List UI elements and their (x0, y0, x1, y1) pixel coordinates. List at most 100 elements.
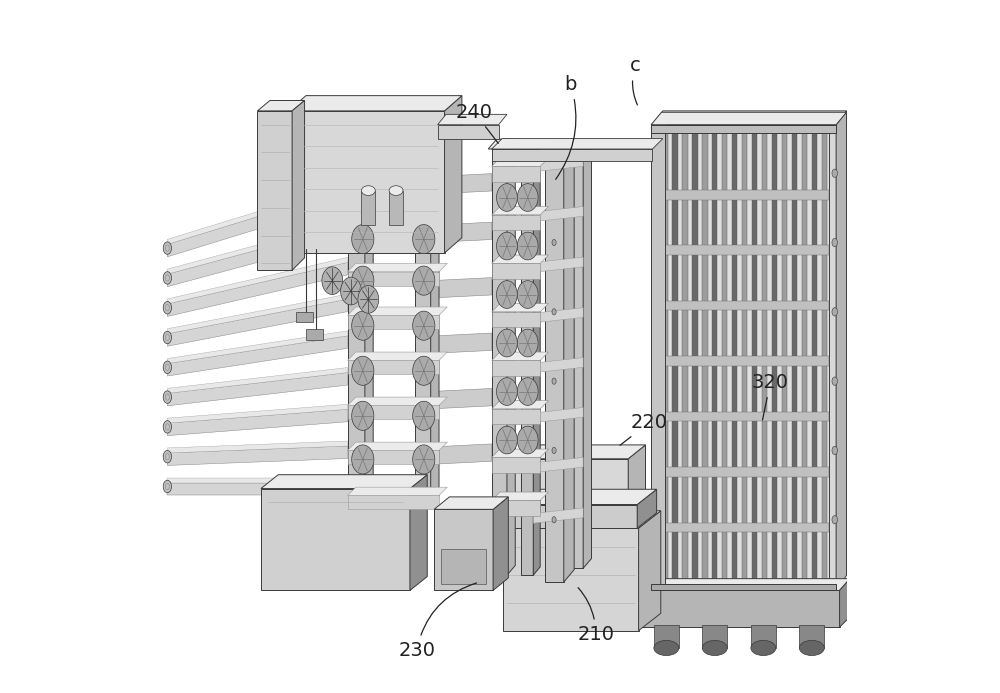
Polygon shape (348, 229, 439, 243)
Polygon shape (751, 625, 776, 648)
Polygon shape (167, 299, 348, 346)
Polygon shape (167, 367, 348, 394)
Polygon shape (431, 278, 492, 298)
Polygon shape (492, 449, 549, 457)
Polygon shape (167, 483, 348, 495)
Ellipse shape (163, 272, 172, 284)
Polygon shape (799, 625, 824, 648)
Polygon shape (836, 111, 846, 593)
Polygon shape (533, 257, 583, 272)
Polygon shape (410, 475, 427, 590)
Polygon shape (492, 409, 540, 424)
Polygon shape (492, 139, 663, 149)
Polygon shape (441, 549, 486, 584)
Ellipse shape (358, 286, 379, 313)
Polygon shape (438, 114, 507, 125)
Ellipse shape (163, 391, 172, 403)
Polygon shape (361, 191, 375, 225)
Polygon shape (659, 523, 829, 532)
Ellipse shape (322, 267, 343, 295)
Ellipse shape (497, 378, 517, 405)
Polygon shape (812, 133, 817, 584)
Ellipse shape (552, 378, 556, 384)
Polygon shape (261, 475, 427, 489)
Ellipse shape (832, 169, 837, 177)
Polygon shape (348, 450, 439, 464)
Polygon shape (507, 505, 637, 528)
Polygon shape (348, 442, 447, 450)
Polygon shape (651, 128, 665, 590)
Polygon shape (742, 133, 747, 584)
Polygon shape (445, 96, 462, 253)
Polygon shape (438, 125, 499, 139)
Polygon shape (533, 457, 583, 473)
Polygon shape (639, 511, 661, 631)
Polygon shape (348, 220, 447, 229)
Ellipse shape (352, 401, 374, 430)
Polygon shape (167, 184, 348, 245)
Ellipse shape (517, 281, 538, 308)
Ellipse shape (497, 329, 517, 357)
Ellipse shape (552, 240, 556, 246)
Polygon shape (492, 360, 540, 376)
Polygon shape (167, 226, 348, 287)
Polygon shape (628, 445, 646, 507)
Polygon shape (545, 163, 564, 582)
Polygon shape (712, 133, 717, 584)
Text: c: c (630, 56, 641, 105)
Polygon shape (659, 245, 829, 255)
Polygon shape (682, 133, 688, 584)
Polygon shape (348, 352, 447, 360)
Ellipse shape (517, 329, 538, 357)
Polygon shape (514, 459, 628, 507)
Polygon shape (348, 495, 439, 509)
Polygon shape (752, 133, 757, 584)
Polygon shape (492, 457, 540, 473)
Polygon shape (261, 489, 410, 590)
Polygon shape (257, 111, 292, 270)
Polygon shape (348, 315, 439, 329)
Polygon shape (289, 96, 462, 111)
Polygon shape (672, 133, 678, 584)
Polygon shape (569, 150, 591, 159)
Polygon shape (348, 307, 447, 315)
Ellipse shape (163, 301, 172, 314)
Polygon shape (415, 177, 431, 506)
Polygon shape (545, 150, 574, 163)
Polygon shape (492, 312, 540, 327)
Polygon shape (533, 407, 583, 423)
Polygon shape (651, 584, 836, 590)
Polygon shape (492, 139, 515, 149)
Polygon shape (722, 133, 727, 584)
Ellipse shape (163, 242, 172, 254)
Polygon shape (492, 304, 549, 312)
Polygon shape (762, 133, 767, 584)
Text: 220: 220 (620, 413, 667, 446)
Polygon shape (782, 133, 787, 584)
Polygon shape (492, 149, 652, 161)
Polygon shape (292, 100, 305, 270)
Ellipse shape (517, 426, 538, 454)
Ellipse shape (163, 480, 172, 493)
Ellipse shape (517, 378, 538, 405)
Polygon shape (564, 150, 574, 582)
Ellipse shape (413, 266, 435, 295)
Polygon shape (533, 207, 583, 222)
Ellipse shape (361, 186, 375, 195)
Polygon shape (692, 133, 698, 584)
Polygon shape (659, 190, 829, 200)
Polygon shape (521, 149, 533, 575)
Polygon shape (348, 487, 447, 495)
Ellipse shape (413, 401, 435, 430)
Ellipse shape (832, 238, 837, 247)
Ellipse shape (517, 232, 538, 260)
Ellipse shape (497, 232, 517, 260)
Ellipse shape (654, 640, 679, 656)
Polygon shape (507, 489, 657, 505)
Ellipse shape (832, 377, 837, 385)
Polygon shape (348, 263, 447, 272)
Polygon shape (654, 625, 679, 648)
Polygon shape (488, 139, 549, 149)
Polygon shape (503, 528, 639, 631)
Polygon shape (533, 157, 583, 172)
